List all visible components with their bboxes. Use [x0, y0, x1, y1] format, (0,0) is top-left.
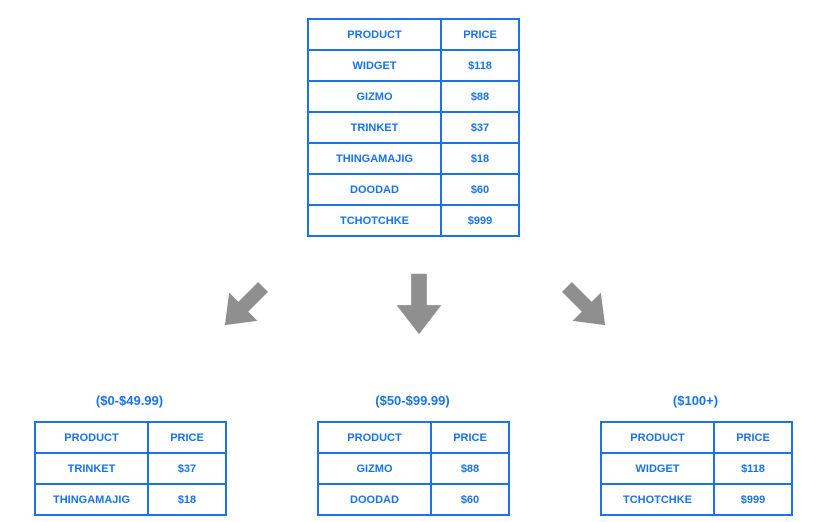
cell-price: $999: [441, 205, 519, 236]
bucket-table-mid: PRODUCT PRICE GIZMO$88DOODAD$60: [317, 421, 510, 516]
cell-price: $88: [431, 453, 509, 484]
bucket-label-low: ($0-$49.99): [30, 393, 230, 408]
cell-product: WIDGET: [308, 50, 441, 81]
cell-price: $18: [441, 143, 519, 174]
table-row: GIZMO$88: [308, 81, 519, 112]
split-arrow-left: [207, 269, 282, 344]
bucket-table-low: PRODUCT PRICE TRINKET$37THINGAMAJIG$18: [34, 421, 227, 516]
cell-price: $18: [148, 484, 226, 515]
table-header-row: PRODUCT PRICE: [308, 19, 519, 50]
table-header-row: PRODUCT PRICE: [35, 422, 226, 453]
table-row: WIDGET$118: [601, 453, 792, 484]
table-row: GIZMO$88: [318, 453, 509, 484]
bucket-table-high: PRODUCT PRICE WIDGET$118TCHOTCHKE$999: [600, 421, 793, 516]
split-arrow-center: [392, 272, 446, 337]
cell-price: $60: [431, 484, 509, 515]
source-table: PRODUCT PRICE WIDGET$118GIZMO$88TRINKET$…: [307, 18, 520, 237]
bucket-label-high: ($100+): [596, 393, 796, 408]
split-arrow-right: [549, 269, 624, 344]
table-header-row: PRODUCT PRICE: [601, 422, 792, 453]
cell-product: WIDGET: [601, 453, 714, 484]
cell-product: TRINKET: [35, 453, 148, 484]
cell-price: $118: [441, 50, 519, 81]
diagram-root: { "layout": { "canvas": { "w": 825, "h":…: [0, 0, 825, 522]
cell-price: $60: [441, 174, 519, 205]
table-row: DOODAD$60: [308, 174, 519, 205]
col-header-product: PRODUCT: [318, 422, 431, 453]
cell-price: $118: [714, 453, 792, 484]
table-row: TCHOTCHKE$999: [308, 205, 519, 236]
table-row: WIDGET$118: [308, 50, 519, 81]
col-header-price: PRICE: [714, 422, 792, 453]
table-row: THINGAMAJIG$18: [35, 484, 226, 515]
table-row: TRINKET$37: [308, 112, 519, 143]
cell-price: $37: [441, 112, 519, 143]
table-row: TCHOTCHKE$999: [601, 484, 792, 515]
cell-price: $88: [441, 81, 519, 112]
cell-product: DOODAD: [318, 484, 431, 515]
col-header-price: PRICE: [148, 422, 226, 453]
bucket-label-mid: ($50-$99.99): [313, 393, 513, 408]
col-header-price: PRICE: [441, 19, 519, 50]
cell-price: $37: [148, 453, 226, 484]
col-header-product: PRODUCT: [601, 422, 714, 453]
cell-product: THINGAMAJIG: [35, 484, 148, 515]
cell-product: TRINKET: [308, 112, 441, 143]
table-header-row: PRODUCT PRICE: [318, 422, 509, 453]
cell-product: GIZMO: [318, 453, 431, 484]
col-header-price: PRICE: [431, 422, 509, 453]
col-header-product: PRODUCT: [308, 19, 441, 50]
cell-product: DOODAD: [308, 174, 441, 205]
cell-product: TCHOTCHKE: [601, 484, 714, 515]
col-header-product: PRODUCT: [35, 422, 148, 453]
cell-product: THINGAMAJIG: [308, 143, 441, 174]
cell-product: GIZMO: [308, 81, 441, 112]
cell-product: TCHOTCHKE: [308, 205, 441, 236]
table-row: TRINKET$37: [35, 453, 226, 484]
table-row: DOODAD$60: [318, 484, 509, 515]
table-row: THINGAMAJIG$18: [308, 143, 519, 174]
cell-price: $999: [714, 484, 792, 515]
